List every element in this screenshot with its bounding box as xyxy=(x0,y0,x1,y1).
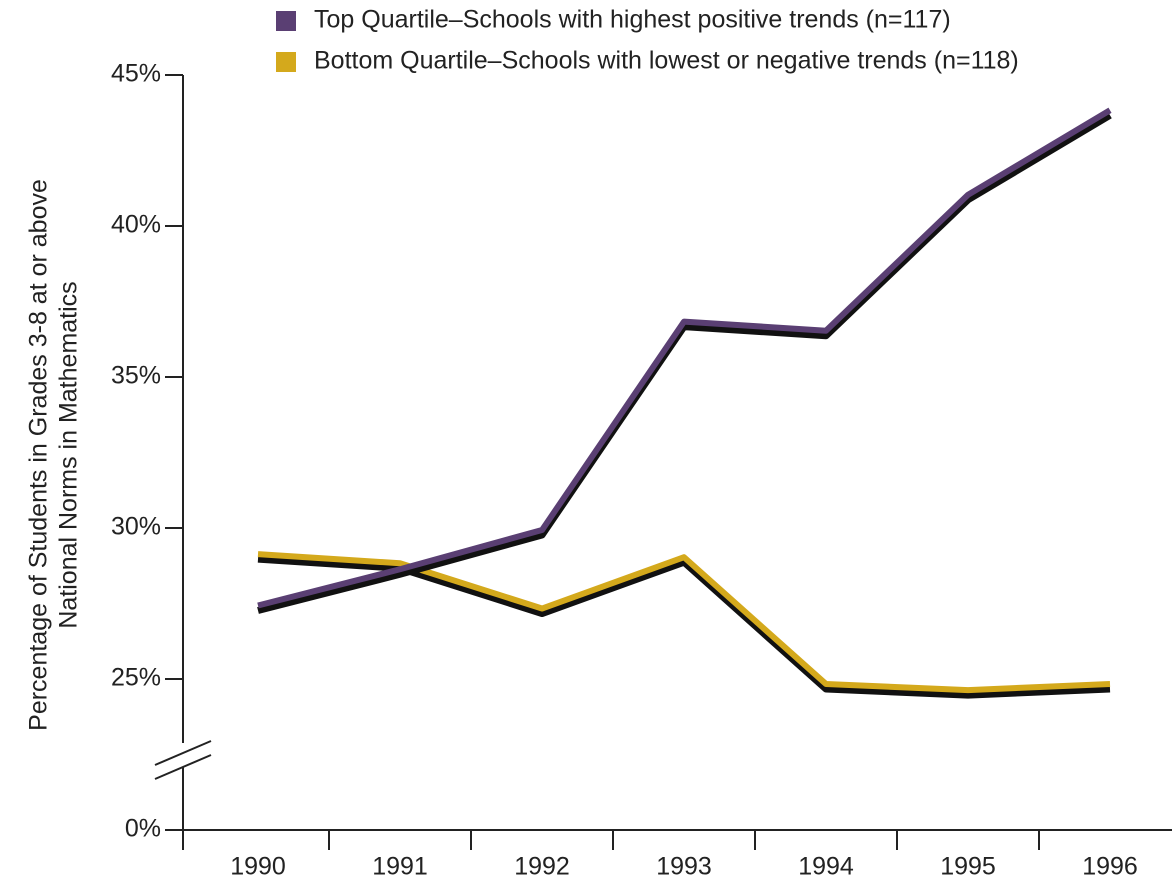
legend-label: Bottom Quartile–Schools with lowest or n… xyxy=(314,47,1019,75)
legend-label: Top Quartile–Schools with highest positi… xyxy=(314,6,951,34)
x-tick-label: 1992 xyxy=(514,853,570,881)
x-tick-label: 1990 xyxy=(230,853,286,881)
y-axis-label-line: Percentage of Students in Grades 3-8 at … xyxy=(25,179,53,731)
x-tick-label: 1996 xyxy=(1082,853,1138,881)
x-tick-label: 1991 xyxy=(372,853,428,881)
y-tick-label: 45% xyxy=(111,60,161,88)
axis-break xyxy=(154,754,212,780)
x-tick-label: 1993 xyxy=(656,853,712,881)
axis-break xyxy=(154,740,212,766)
legend-swatch xyxy=(276,11,296,31)
y-tick-label: 40% xyxy=(111,211,161,239)
series-line xyxy=(257,551,1111,694)
y-tick-label: 0% xyxy=(125,815,161,843)
y-tick-label: 25% xyxy=(111,664,161,692)
y-axis-label-line: National Norms in Mathematics xyxy=(55,281,83,628)
x-tick-label: 1994 xyxy=(798,853,854,881)
series-line xyxy=(257,107,1112,609)
y-axis-label: Percentage of Students in Grades 3-8 at … xyxy=(25,179,83,731)
y-tick-label: 35% xyxy=(111,362,161,390)
y-tick-label: 30% xyxy=(111,513,161,541)
x-tick-label: 1995 xyxy=(940,853,996,881)
legend-swatch xyxy=(276,52,296,72)
